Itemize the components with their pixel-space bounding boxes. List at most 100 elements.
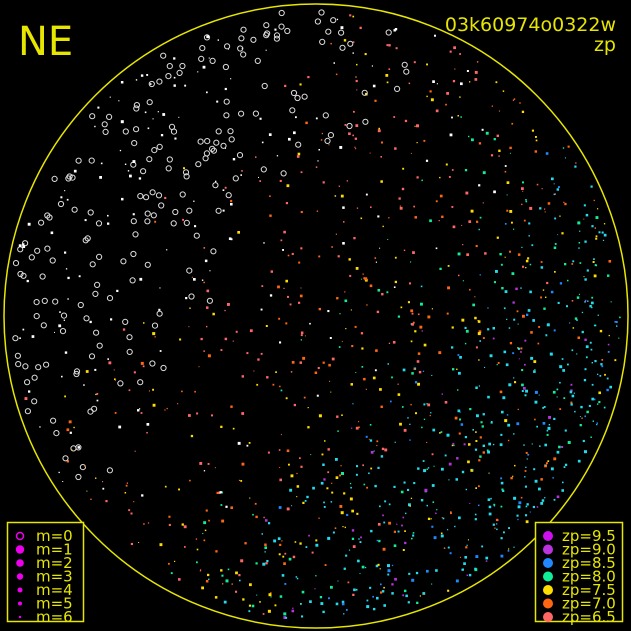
star-marker [168,515,171,518]
star-marker [59,311,61,313]
zp-color-swatch [543,558,553,568]
star-marker [475,431,477,433]
star-marker [450,511,452,513]
star-marker [416,124,419,128]
star-marker [410,497,413,499]
star-marker [197,71,199,73]
star-marker [475,555,479,558]
star-marker [582,439,585,443]
star-marker [606,377,609,380]
star-marker [314,588,316,590]
star-marker [336,297,339,300]
star-marker [591,225,594,228]
star-marker [235,571,238,575]
star-marker [579,424,582,427]
star-marker [386,44,389,47]
star-marker [457,354,460,356]
star-marker [132,231,139,238]
star-marker [468,220,472,223]
star-marker [308,534,310,537]
star-marker [520,287,522,289]
star-marker [542,422,546,425]
star-marker [442,517,445,520]
star-marker [58,471,60,474]
star-marker [536,506,539,508]
star-marker [525,267,527,269]
star-marker [509,146,512,150]
star-marker [339,505,343,508]
star-marker [203,34,211,41]
star-marker [228,48,229,50]
star-marker [517,323,519,325]
star-marker [452,80,456,83]
star-marker [374,369,377,372]
star-marker [164,485,167,488]
star-marker [513,377,515,379]
star-marker [545,152,549,155]
star-marker [506,414,509,416]
magnitude-legend-item: m=2 [16,554,73,572]
star-marker [166,63,173,70]
star-marker [487,307,489,309]
star-marker [502,489,505,492]
star-marker [493,443,495,446]
star-marker [149,83,152,85]
star-marker [206,306,209,309]
star-marker [19,337,21,339]
star-marker [318,517,320,519]
star-marker [241,170,243,172]
star-marker [581,311,584,314]
star-marker [528,222,531,225]
star-marker [59,328,67,335]
star-marker [432,501,435,503]
star-marker [215,550,218,553]
star-marker [524,363,526,366]
star-marker [196,548,199,551]
star-marker [561,232,564,235]
star-marker [315,166,318,168]
star-marker [496,236,499,239]
star-marker [356,89,358,91]
star-marker [435,247,438,250]
star-marker [285,397,288,400]
star-marker [609,385,612,389]
star-marker [292,607,294,609]
star-marker [277,537,281,540]
star-marker [477,320,481,323]
star-marker [87,209,94,216]
star-marker [465,329,469,333]
star-marker [593,324,596,327]
star-marker [352,545,356,548]
star-marker [278,449,281,451]
star-marker [595,235,598,238]
star-marker [380,180,383,183]
star-marker [325,28,332,35]
star-marker [458,516,461,520]
star-marker [18,244,22,248]
star-marker [388,521,391,525]
star-marker [478,330,482,333]
star-marker [168,123,176,131]
star-marker [454,525,456,528]
star-marker [300,211,303,214]
star-marker [280,434,282,436]
star-marker [24,397,28,400]
star-marker [394,280,397,284]
star-marker [460,116,462,118]
star-marker [520,496,523,499]
star-marker [564,202,567,206]
star-marker [422,370,425,372]
star-marker [38,219,45,226]
star-marker [361,278,363,280]
star-marker [553,457,557,461]
star-marker [293,403,296,407]
star-marker [101,121,108,128]
star-marker [146,423,150,426]
star-marker [336,415,339,418]
star-marker [563,201,565,203]
star-marker [512,475,514,477]
star-marker [330,501,333,503]
star-marker [522,190,524,192]
star-marker [597,208,599,210]
star-marker [452,225,456,229]
